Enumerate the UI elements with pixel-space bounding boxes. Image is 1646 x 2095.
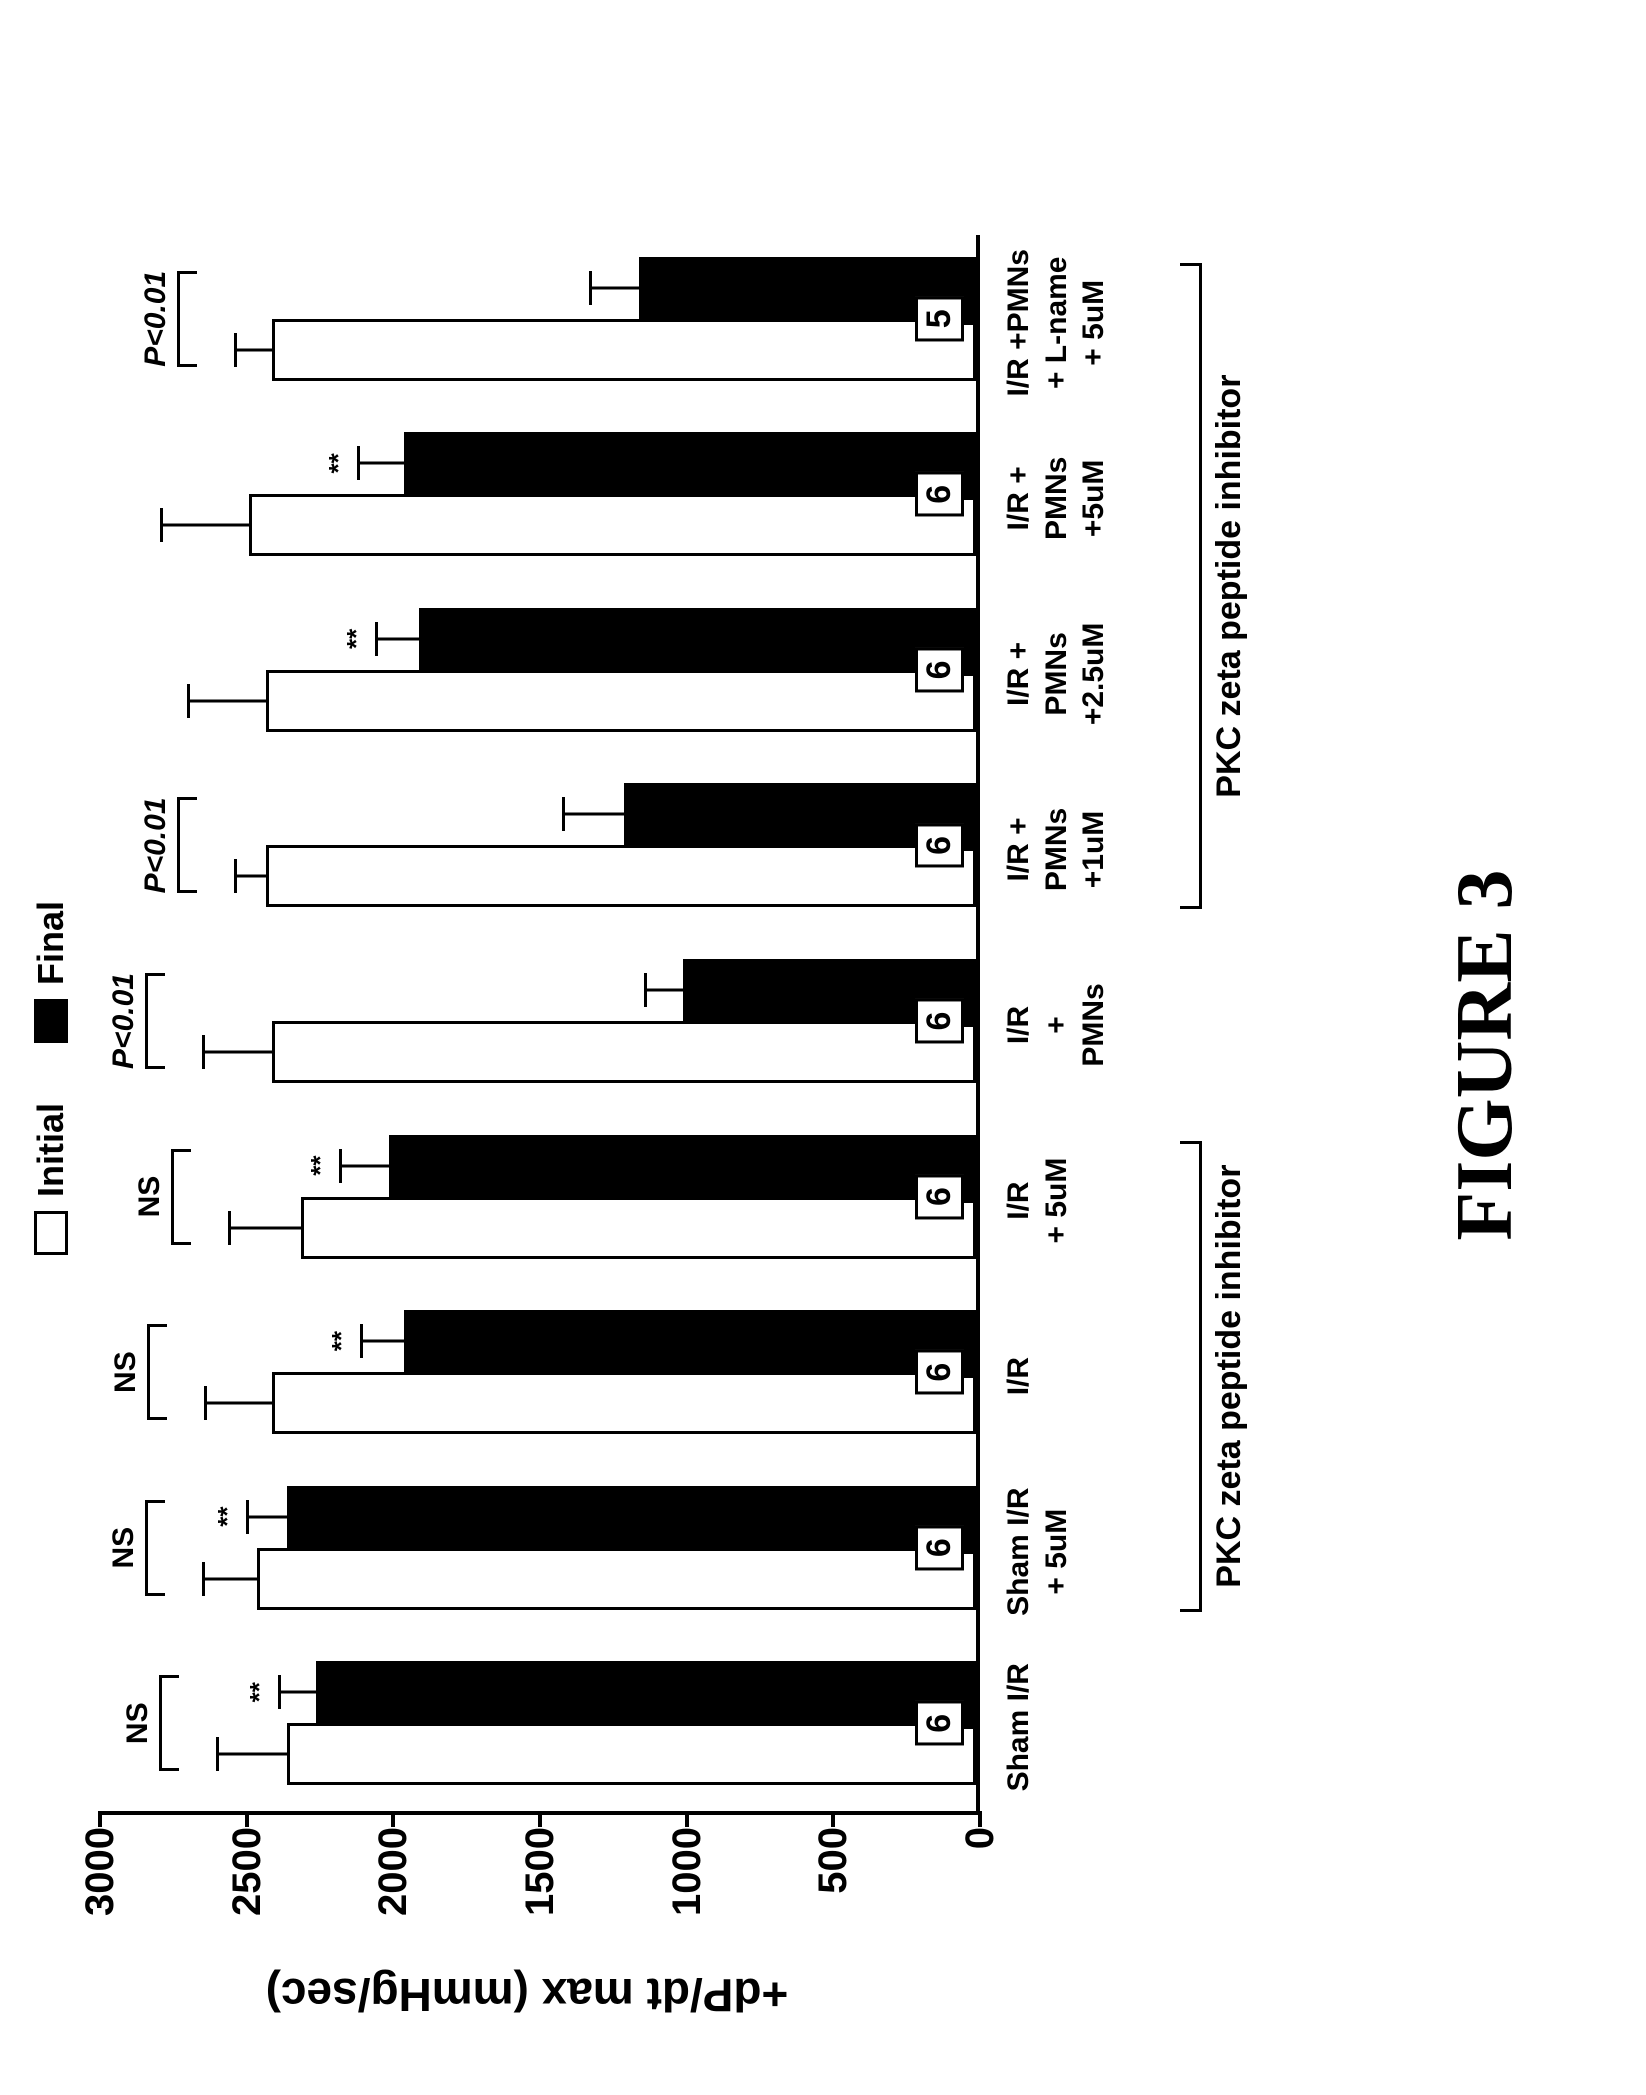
legend-swatch-initial — [34, 1211, 68, 1255]
bracket-label: P<0.01 — [107, 973, 141, 1069]
x-axis-label: I/R — [1000, 1357, 1038, 1395]
x-axis-label: I/R +PMNs+ L-name+ 5uM — [1000, 249, 1113, 397]
group-bracket — [1180, 1141, 1202, 1612]
n-box: 6 — [915, 999, 964, 1044]
y-tick-label: 2000 — [373, 1827, 413, 1916]
initial-bar — [272, 319, 976, 381]
final-bar — [404, 432, 976, 494]
n-box: 6 — [915, 647, 964, 692]
initial-bar — [301, 1197, 976, 1259]
x-axis-label: Sham I/R+ 5uM — [1000, 1487, 1075, 1615]
group-bracket-label: PKC zeta peptide inhibitor — [1210, 1165, 1249, 1588]
plot-area: ** 6 NS ** 6 NS ** 6 NS ** 6 NS 6 P<0.01 6 P<0.01 ** 6 ** 6… — [100, 235, 980, 1815]
legend-label-final: Final — [30, 901, 72, 985]
significance-marker: ** — [326, 1331, 357, 1351]
x-axis-label: I/R+PMNs — [1000, 983, 1113, 1066]
final-bar — [419, 608, 976, 670]
bar-group: ** 6 NS — [96, 1310, 976, 1434]
initial-bar — [272, 1021, 976, 1083]
legend-label-initial: Initial — [30, 1103, 72, 1197]
significance-marker: ** — [244, 1682, 275, 1702]
y-tick-label: 3000 — [80, 1827, 120, 1916]
n-box: 6 — [915, 1174, 964, 1219]
y-tick-label: 500 — [813, 1827, 853, 1894]
bar-group: 6 P<0.01 — [96, 959, 976, 1083]
final-bar — [316, 1661, 976, 1723]
bracket-label: P<0.01 — [139, 271, 173, 367]
initial-bar — [257, 1548, 976, 1610]
n-box: 6 — [915, 1350, 964, 1395]
y-tick-label: 0 — [960, 1827, 1000, 1849]
figure-title: FIGURE 3 — [1440, 869, 1531, 1240]
n-box: 6 — [915, 472, 964, 517]
rotated-container: Initial Final +dP/dt max (mmHg/sec) 0 500… — [0, 0, 1646, 2095]
n-box: 6 — [915, 1525, 964, 1570]
x-axis-label: I/R +PMNs+1uM — [1000, 808, 1113, 891]
bracket-label: NS — [109, 1351, 143, 1393]
y-axis-label: +dP/dt max (mmHg/sec) — [266, 1968, 789, 2022]
bar-group: ** 6 — [96, 608, 976, 732]
significance-marker: ** — [305, 1155, 336, 1175]
x-axis-label: Sham I/R — [1000, 1663, 1038, 1791]
n-box: 6 — [915, 823, 964, 868]
significance-marker: ** — [323, 453, 354, 473]
chart: Initial Final +dP/dt max (mmHg/sec) 0500… — [60, 155, 1260, 1955]
initial-bar — [266, 845, 976, 907]
bracket-label: NS — [133, 1176, 167, 1218]
n-box: 6 — [915, 1701, 964, 1746]
group-bracket-label: PKC zeta peptide inhibitor — [1210, 375, 1249, 798]
x-axis-label: I/R +PMNs+5uM — [1000, 457, 1113, 540]
x-axis-label: I/R+ 5uM — [1000, 1158, 1075, 1244]
initial-bar — [287, 1723, 976, 1785]
final-bar — [287, 1486, 976, 1548]
significance-marker: ** — [212, 1507, 243, 1527]
legend-swatch-final — [34, 999, 68, 1043]
initial-bar — [266, 670, 976, 732]
final-bar — [389, 1135, 976, 1197]
bar-group: 6 P<0.01 — [96, 783, 976, 907]
y-axis: 050010001500200025003000 — [100, 1815, 980, 1955]
bar-group: ** 6 NS — [96, 1661, 976, 1785]
final-bar — [404, 1310, 976, 1372]
y-tick-label: 2500 — [227, 1827, 267, 1916]
legend: Initial Final — [30, 901, 72, 1255]
y-tick-label: 1500 — [520, 1827, 560, 1916]
legend-item-initial: Initial — [30, 1103, 72, 1255]
y-tick-label: 1000 — [667, 1827, 707, 1916]
group-bracket — [1180, 263, 1202, 910]
bracket-label: P<0.01 — [139, 797, 173, 893]
x-axis-label: I/R +PMNs+2.5uM — [1000, 623, 1113, 726]
n-box: 5 — [915, 296, 964, 341]
bar-group: ** 6 NS — [96, 1486, 976, 1610]
bar-group: ** 6 NS — [96, 1135, 976, 1259]
bracket-label: NS — [107, 1527, 141, 1569]
bar-group: ** 6 — [96, 432, 976, 556]
bar-group: 5 P<0.01 — [96, 257, 976, 381]
significance-marker: ** — [341, 629, 372, 649]
bracket-label: NS — [121, 1702, 155, 1744]
initial-bar — [249, 494, 976, 556]
legend-item-final: Final — [30, 901, 72, 1043]
initial-bar — [272, 1372, 976, 1434]
